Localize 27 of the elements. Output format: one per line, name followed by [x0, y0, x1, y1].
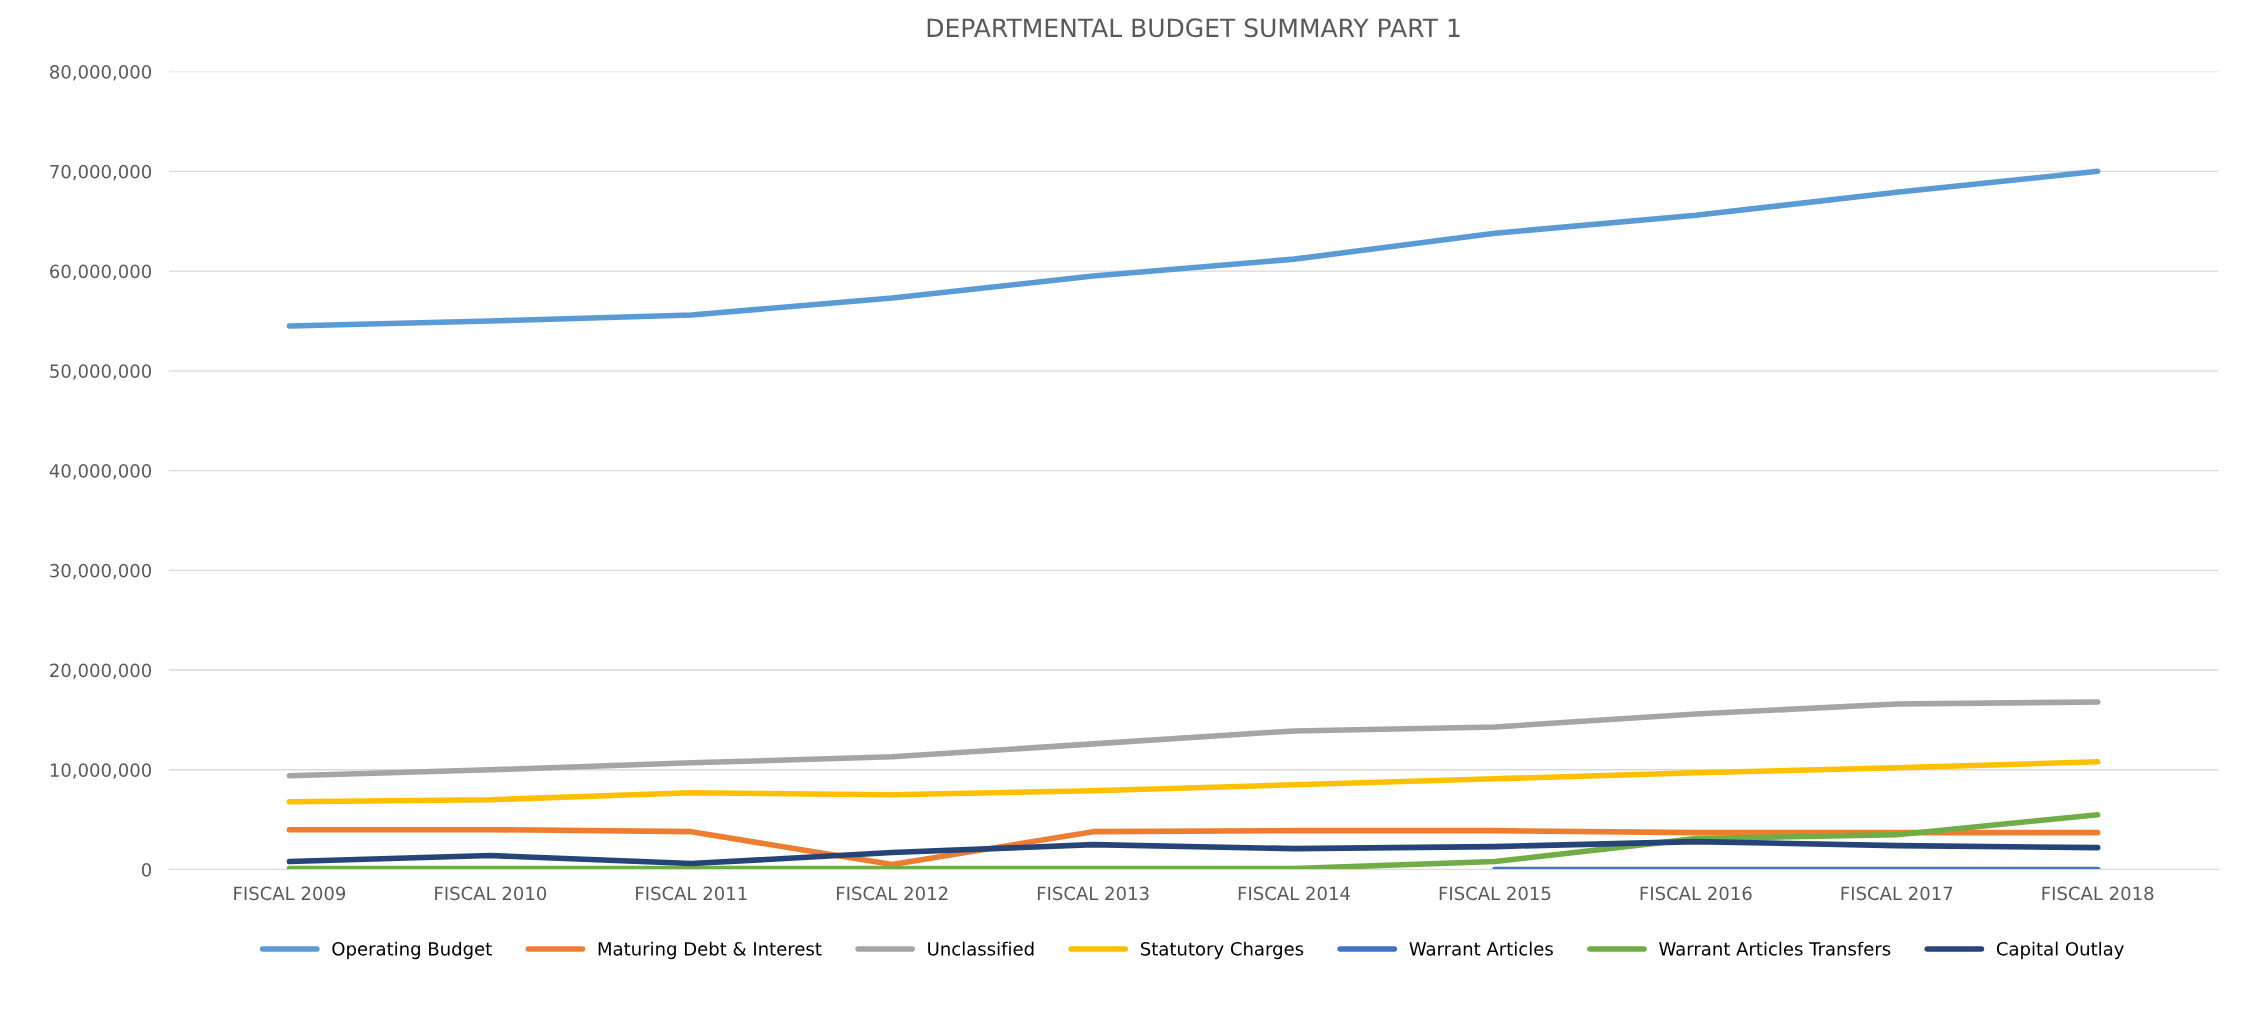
legend-label: Operating Budget: [332, 941, 492, 960]
x-tick-label: FISCAL 2010: [435, 886, 547, 901]
legend-label: Warrant Articles Transfers: [1659, 941, 1891, 956]
y-tick-label: 50,000,000: [50, 364, 152, 380]
y-tick-label: 80,000,000: [50, 65, 152, 81]
x-tick-label: FISCAL 2013: [1037, 886, 1149, 901]
legend-label: Unclassified: [928, 941, 1034, 956]
y-tick-label: 30,000,000: [50, 563, 152, 580]
x-tick-label: FISCAL 2009: [234, 886, 346, 901]
y-tick-label: 60,000,000: [50, 264, 152, 281]
x-tick-label: FISCAL 2018: [2042, 886, 2154, 901]
x-tick-label: FISCAL 2016: [1640, 886, 1752, 901]
x-tick-label: FISCAL 2012: [837, 886, 948, 901]
y-tick-label: 10,000,000: [50, 763, 152, 779]
x-tick-label: FISCAL 2014: [1238, 886, 1350, 901]
x-tick-label: FISCAL 2015: [1439, 886, 1551, 901]
y-tick-label: 40,000,000: [49, 464, 152, 480]
legend-label: Maturing Debt & Interest: [598, 941, 822, 960]
legend-label: Warrant Articles: [1409, 941, 1553, 956]
y-tick-label: 70,000,000: [50, 164, 152, 181]
x-tick-label: FISCAL 2011: [636, 886, 747, 901]
legend-label: Statutory Charges: [1140, 941, 1304, 960]
y-tick-label: 20,000,000: [50, 663, 152, 680]
y-tick-label: 0: [141, 863, 152, 877]
x-tick-label: FISCAL 2017: [1841, 886, 1953, 901]
legend-label: Capital Outlay: [1996, 941, 2124, 960]
chart-title: DEPARTMENTAL BUDGET SUMMARY PART 1: [927, 18, 1460, 38]
